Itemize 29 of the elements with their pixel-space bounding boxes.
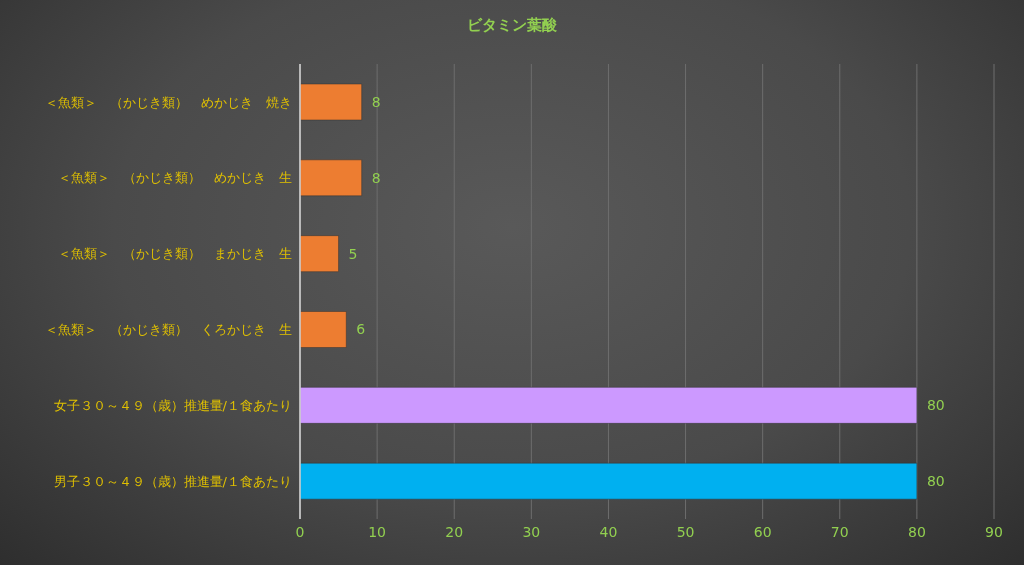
bar: [300, 235, 339, 272]
x-tick-label: 70: [830, 523, 849, 540]
data-label: 80: [926, 397, 945, 414]
bar: [300, 83, 362, 121]
data-label: 80: [926, 473, 945, 490]
data-label: 5: [348, 245, 358, 262]
x-tick-label: 40: [599, 523, 618, 540]
bar: [300, 311, 347, 348]
y-tick-label: 女子３０～４９（歳）推進量/１食あたり: [53, 397, 292, 413]
x-tick-label: 20: [445, 523, 464, 540]
data-label: 8: [371, 169, 381, 186]
x-tick-label: 0: [295, 523, 305, 540]
x-tick-label: 80: [907, 523, 926, 540]
chart-title: ビタミン葉酸: [466, 16, 558, 35]
x-tick-label: 30: [522, 523, 541, 540]
x-tick-label: 50: [676, 523, 695, 540]
y-tick-label: ＜魚類＞ （かじき類） めかじき 生: [58, 170, 292, 186]
bar: [300, 462, 918, 500]
y-tick-label: ＜魚類＞ （かじき類） くろかじき 生: [45, 322, 292, 338]
y-tick-label: 男子３０～４９（歳）推進量/１食あたり: [53, 473, 292, 489]
data-label: 6: [356, 321, 366, 338]
y-tick-label: ＜魚類＞ （かじき類） めかじき 焼き: [45, 94, 292, 110]
x-tick-label: 90: [985, 523, 1003, 540]
x-tick-label: 10: [368, 523, 387, 540]
y-tick-label: ＜魚類＞ （かじき類） まかじき 生: [58, 246, 292, 262]
bar: [300, 387, 918, 424]
bar: [300, 159, 362, 197]
x-tick-label: 60: [753, 523, 772, 540]
data-label: 8: [371, 93, 381, 110]
